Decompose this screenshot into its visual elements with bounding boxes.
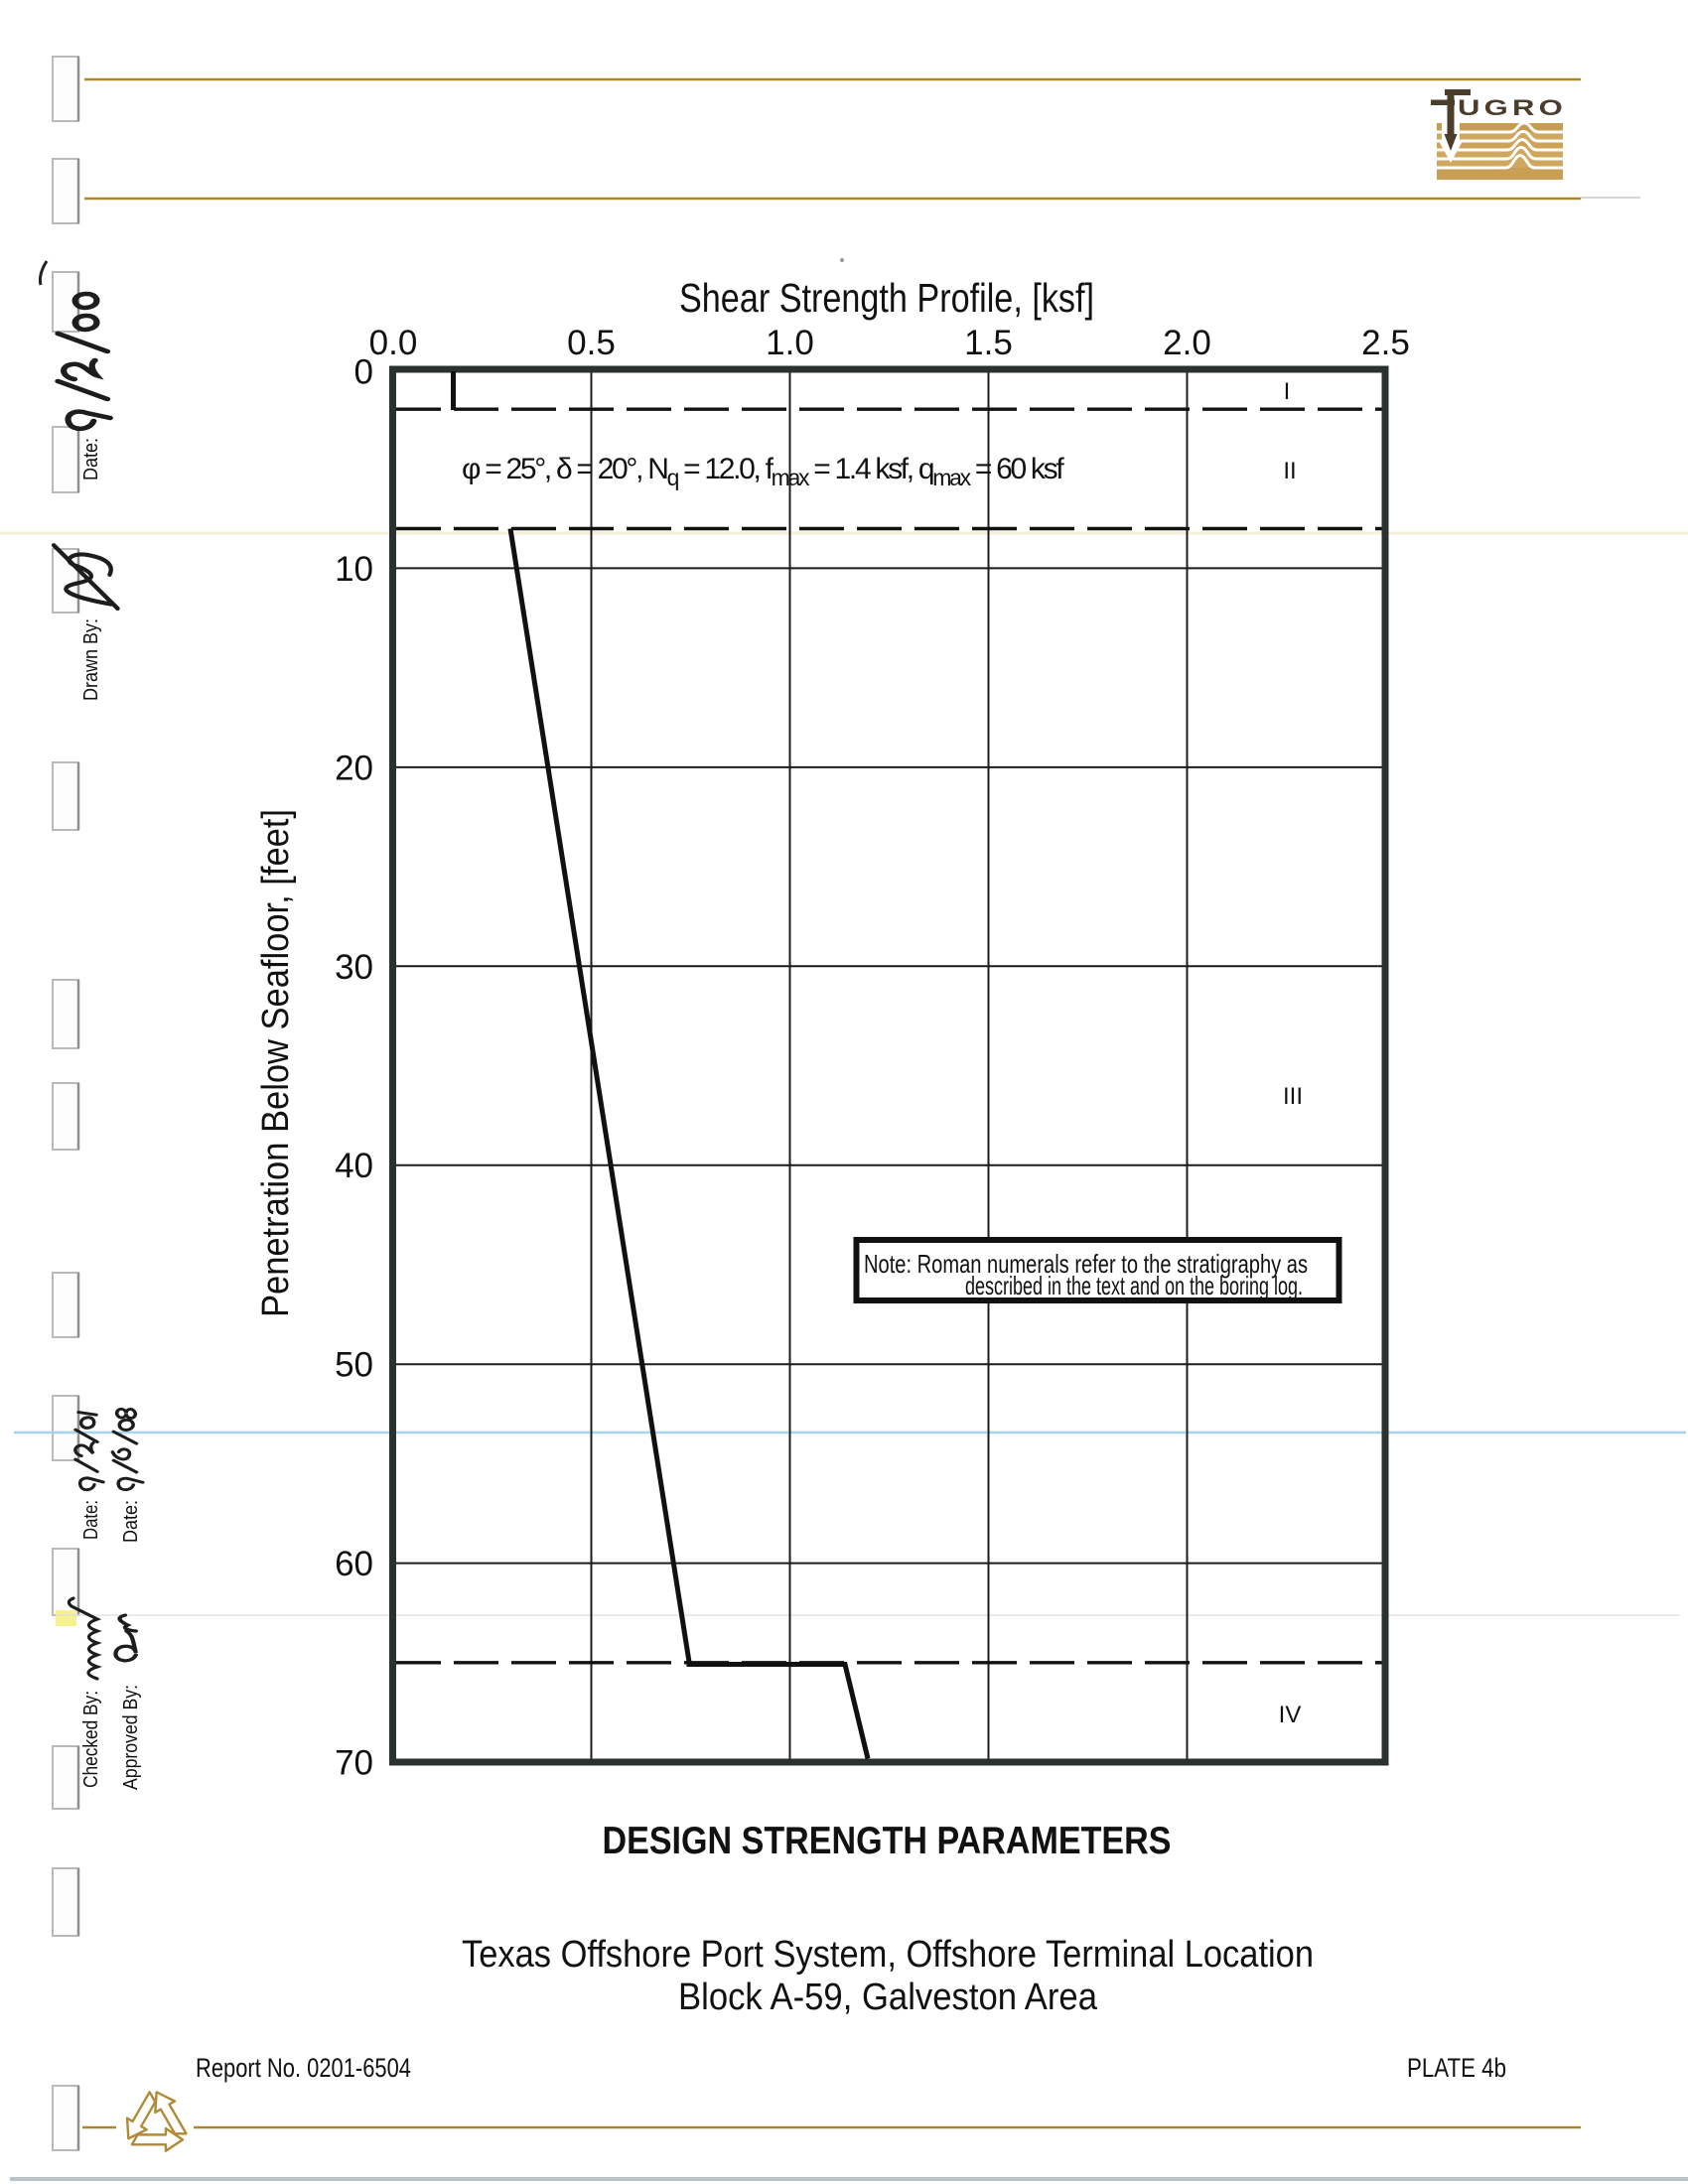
- svg-text:DESIGN STRENGTH PARAMETERS: DESIGN STRENGTH PARAMETERS: [603, 1820, 1172, 1862]
- svg-text:50: 50: [335, 1346, 373, 1385]
- svg-text:Penetration Below Seafloor, [f: Penetration Below Seafloor, [feet]: [255, 809, 297, 1317]
- svg-text:70: 70: [335, 1744, 373, 1783]
- svg-text:Date:: Date:: [120, 1500, 142, 1543]
- svg-text:III: III: [1283, 1083, 1303, 1110]
- svg-text:Texas Offshore Port System, Of: Texas Offshore Port System, Offshore Ter…: [462, 1934, 1314, 1976]
- svg-text:described in the text and on t: described in the text and on the boring …: [965, 1271, 1303, 1300]
- svg-text:Block A-59, Galveston Area: Block A-59, Galveston Area: [678, 1977, 1098, 2018]
- svg-text:Note: Roman numerals refer to: Note: Roman numerals refer to the strati…: [864, 1249, 1308, 1279]
- svg-text:UGRO: UGRO: [1458, 95, 1567, 120]
- svg-text:60: 60: [335, 1545, 373, 1583]
- svg-text:30: 30: [335, 948, 373, 987]
- svg-text:IV: IV: [1279, 1702, 1302, 1728]
- svg-text:φ = 25°, δ = 20°, Nq = 12.0, f: φ = 25°, δ = 20°, Nq = 12.0, fmax = 1.4 …: [462, 453, 1064, 490]
- svg-text:II: II: [1283, 458, 1296, 484]
- svg-text:0: 0: [354, 353, 373, 392]
- svg-text:Date:: Date:: [80, 438, 102, 480]
- svg-text:20: 20: [335, 749, 373, 787]
- svg-text:2.5: 2.5: [1361, 324, 1410, 362]
- svg-text:Drawn By:: Drawn By:: [80, 618, 102, 701]
- svg-text:Date:: Date:: [80, 1500, 102, 1540]
- svg-text:I: I: [1284, 378, 1291, 405]
- svg-text:Report No. 0201-6504: Report No. 0201-6504: [196, 2053, 411, 2083]
- svg-text:0.5: 0.5: [567, 324, 616, 362]
- svg-text:PLATE 4b: PLATE 4b: [1407, 2053, 1506, 2083]
- svg-text:2.0: 2.0: [1163, 324, 1211, 362]
- svg-text:1.5: 1.5: [964, 324, 1013, 362]
- svg-text:0.0: 0.0: [369, 324, 418, 362]
- svg-text:1.0: 1.0: [766, 324, 814, 362]
- svg-text:Checked By:: Checked By:: [80, 1691, 102, 1788]
- svg-text:10: 10: [335, 550, 373, 589]
- svg-text:40: 40: [335, 1147, 373, 1185]
- svg-text:Shear Strength Profile, [ksf]: Shear Strength Profile, [ksf]: [679, 275, 1094, 321]
- svg-text:Approved By:: Approved By:: [120, 1685, 142, 1790]
